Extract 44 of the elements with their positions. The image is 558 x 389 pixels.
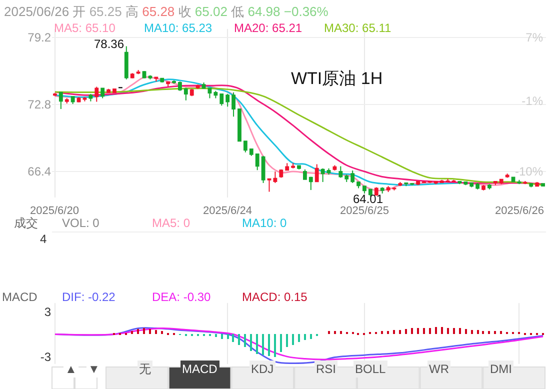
text: MA5: 0 (152, 216, 190, 230)
y-tick-label: 3 (44, 305, 52, 320)
text: 收 (178, 4, 192, 19)
x-tick-label: 2025/6/26 (495, 205, 544, 217)
chart-title: MACD (2, 290, 38, 304)
y-tick-label: 66.4 (28, 164, 52, 179)
text: 成交 (14, 216, 38, 230)
text: 4 (40, 232, 47, 246)
text: 65.25 (89, 4, 122, 19)
x-tick-label: 2025/6/20 (30, 205, 79, 217)
text: MA20: 65.21 (234, 21, 302, 35)
x-tick-label: 2025/6/24 (203, 205, 252, 217)
text: 开 (72, 4, 86, 19)
annotation: DMI (490, 362, 512, 376)
annotation: ▲ (65, 362, 77, 376)
annotation: 78.36 (94, 37, 124, 51)
y-tick-label: 79.2 (28, 30, 52, 45)
text: VOL: 0 (62, 216, 100, 230)
text: 低 (231, 4, 244, 19)
annotation: RSI (316, 362, 336, 376)
text: DIF: -0.22 (62, 290, 116, 304)
x-tick-label: 2025/6/25 (340, 205, 389, 217)
annotation: WR (429, 362, 450, 376)
annotation: MACD (182, 362, 218, 376)
annotation: BOLL (355, 362, 386, 376)
annotation: ▼ (88, 362, 100, 376)
text: 2025/06/26 (4, 4, 70, 19)
text: −0.36% (284, 4, 329, 19)
y-tick-label: 72.8 (28, 98, 52, 112)
text: MA30: 65.11 (324, 21, 392, 35)
text: DEA: -0.30 (152, 290, 212, 304)
text: MA5: 65.10 (54, 21, 116, 35)
annotation: 无 (139, 362, 151, 376)
text: MA10: 65.23 (144, 21, 212, 35)
text: 65.28 (142, 4, 175, 19)
text: 65.02 (194, 4, 228, 19)
text: 高 (126, 4, 138, 19)
annotation: 64.01 (353, 192, 384, 206)
y-tick-label: -3 (40, 350, 52, 364)
text: 64.98 (248, 4, 280, 19)
text: WTI原油 1H (291, 69, 383, 88)
text: MA10: 0 (242, 216, 288, 230)
annotation: KDJ (251, 362, 274, 376)
text: MACD: 0.15 (242, 290, 308, 304)
